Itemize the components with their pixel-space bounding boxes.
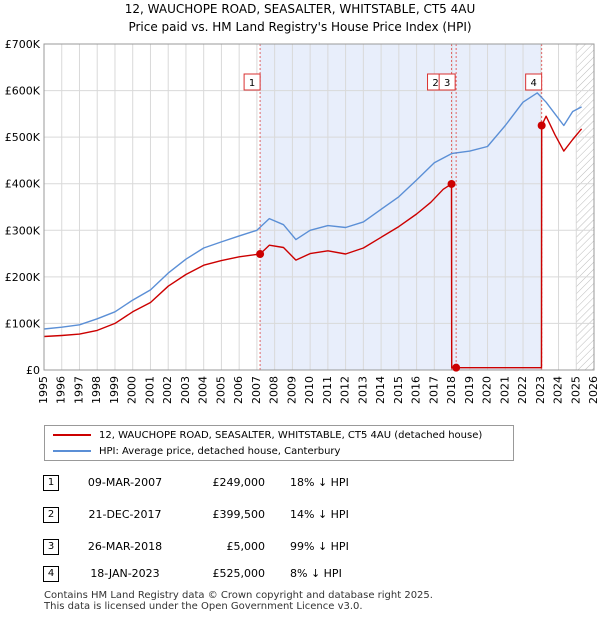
tx-date: 18-JAN-2023 <box>90 567 160 580</box>
chart-title: 12, WAUCHOPE ROAD, SEASALTER, WHITSTABLE… <box>124 2 476 16</box>
transaction-label: 3 <box>438 73 456 91</box>
x-tick-label: 2021 <box>498 376 511 404</box>
y-tick-label: £100K <box>5 317 41 330</box>
legend-swatch-property <box>53 434 91 436</box>
transaction-label-text: 3 <box>444 78 450 89</box>
x-tick-label: 2003 <box>179 376 192 404</box>
legend-label-hpi: HPI: Average price, detached house, Cant… <box>99 446 341 457</box>
x-tick-label: 2015 <box>392 376 405 404</box>
x-tick-label: 2012 <box>339 376 352 404</box>
transaction-label-text: 1 <box>249 78 255 89</box>
x-tick-label: 2008 <box>268 376 281 404</box>
transaction-label-text: 4 <box>530 78 536 89</box>
x-tick-label: 2014 <box>374 376 387 404</box>
x-tick-label: 2019 <box>463 376 476 404</box>
footer: Contains HM Land Registry data © Crown c… <box>44 590 433 612</box>
x-tick-label: 2011 <box>321 376 334 404</box>
y-tick-label: £400K <box>5 178 41 191</box>
x-tick-label: 2006 <box>232 376 245 404</box>
x-tick-label: 2001 <box>143 376 156 404</box>
x-tick-label: 2023 <box>534 376 547 404</box>
tx-hpi: 99% ↓ HPI <box>290 540 349 553</box>
x-tick-label: 2024 <box>552 376 565 404</box>
table-row: 3 26-MAR-2018 £5,000 99% ↓ HPI <box>0 539 600 559</box>
transaction-label-box <box>525 73 543 91</box>
x-tick-label: 2009 <box>285 376 298 404</box>
shaded-region <box>260 44 542 370</box>
tx-price: £525,000 <box>212 567 266 580</box>
price-chart: £0 £100K £200K £300K £400K £500K £600K £700K 199… <box>5 38 600 404</box>
x-tick-label: 2010 <box>303 376 316 404</box>
property-price-line <box>43 115 583 369</box>
transaction-point <box>256 250 265 259</box>
tx-price: £5,000 <box>226 540 266 553</box>
x-tick-label: 1999 <box>108 376 121 404</box>
table-row: 2 21-DEC-2017 £399,500 14% ↓ HPI <box>0 507 600 527</box>
table-row: 4 18-JAN-2023 £525,000 8% ↓ HPI <box>0 566 600 586</box>
transaction-label-box <box>438 73 456 91</box>
footer-copyright: Contains HM Land Registry data © Crown c… <box>44 590 433 601</box>
x-tick-label: 2005 <box>214 376 227 404</box>
tx-price: £399,500 <box>212 508 266 521</box>
x-tick-label: 2002 <box>161 376 174 404</box>
y-tick-label: £300K <box>5 224 41 237</box>
x-tick-label: 1998 <box>90 376 103 404</box>
transaction-label: 1 <box>243 73 261 91</box>
transaction-point <box>447 179 456 188</box>
x-tick-label: 2004 <box>197 376 210 404</box>
tx-date: 09-MAR-2007 <box>87 476 163 489</box>
tx-date: 21-DEC-2017 <box>88 508 162 521</box>
transaction-label-text: 2 <box>432 78 438 89</box>
y-tick-label: £0 <box>26 364 40 377</box>
tx-number: 1 <box>43 475 59 491</box>
x-tick-label: 1997 <box>72 376 85 404</box>
x-tick-label: 2013 <box>356 376 369 404</box>
legend-item-property: 12, WAUCHOPE ROAD, SEASALTER, WHITSTABLE… <box>53 428 482 444</box>
table-row: 1 09-MAR-2007 £249,000 18% ↓ HPI <box>0 475 600 495</box>
footer-license: This data is licensed under the Open Gov… <box>44 601 363 612</box>
x-tick-label: 1995 <box>37 376 50 404</box>
tx-price: £249,000 <box>212 476 266 489</box>
x-tick-label: 2000 <box>126 376 139 404</box>
y-tick-label: £700K <box>5 38 41 51</box>
tx-hpi: 18% ↓ HPI <box>290 476 349 489</box>
x-tick-label: 2022 <box>516 376 529 404</box>
plot-frame <box>43 43 595 371</box>
chart-subtitle: Price paid vs. HM Land Registry's House … <box>128 20 472 34</box>
y-tick-label: £500K <box>5 131 41 144</box>
x-tick-label: 2025 <box>569 376 582 404</box>
tx-number: 2 <box>43 507 59 523</box>
legend-label-property: 12, WAUCHOPE ROAD, SEASALTER, WHITSTABLE… <box>99 430 483 441</box>
legend-swatch-hpi <box>53 450 91 452</box>
tx-hpi: 14% ↓ HPI <box>290 508 349 521</box>
x-tick-label: 2020 <box>481 376 494 404</box>
x-tick-label: 2026 <box>587 376 600 404</box>
x-tick-label: 2016 <box>410 376 423 404</box>
x-tick-label: 1996 <box>55 376 68 404</box>
transaction-point <box>537 121 546 130</box>
x-tick-label: 2007 <box>250 376 263 404</box>
x-tick-label: 2017 <box>427 376 440 404</box>
tx-number: 3 <box>43 539 59 555</box>
legend: 12, WAUCHOPE ROAD, SEASALTER, WHITSTABLE… <box>44 425 514 461</box>
y-tick-label: £200K <box>5 271 41 284</box>
legend-item-hpi: HPI: Average price, detached house, Cant… <box>53 444 340 460</box>
hatched-region <box>576 44 594 370</box>
tx-date: 26-MAR-2018 <box>87 540 163 553</box>
tx-hpi: 8% ↓ HPI <box>290 567 342 580</box>
x-tick-label: 2018 <box>445 376 458 404</box>
transaction-label: 4 <box>525 73 543 91</box>
hpi-line <box>43 92 582 330</box>
transaction-point <box>452 363 461 372</box>
tx-number: 4 <box>43 566 59 582</box>
transaction-label-box <box>243 73 261 91</box>
y-tick-label: £600K <box>5 85 41 98</box>
